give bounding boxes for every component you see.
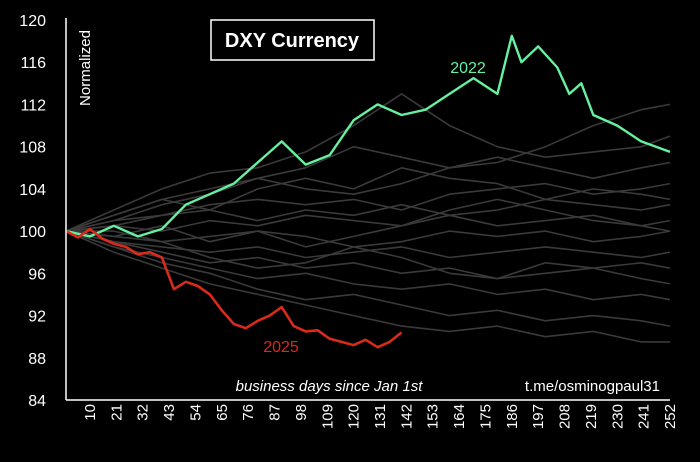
y-tick-label: 104 <box>19 182 46 199</box>
x-tick-label: 10 <box>82 404 99 421</box>
history-line <box>65 214 671 232</box>
x-tick-label: 197 <box>530 404 547 429</box>
history-line <box>65 93 671 232</box>
x-tick-label: 252 <box>662 404 679 429</box>
y-tick-label: 88 <box>28 351 46 368</box>
x-tick-label: 230 <box>609 404 626 429</box>
series-line-2025 <box>65 227 403 349</box>
x-axis-label: business days since Jan 1st <box>236 378 424 395</box>
title-box <box>210 19 375 61</box>
watermark: t.me/osminogpaul31 <box>525 378 660 395</box>
x-tick-label: 54 <box>187 404 204 421</box>
y-tick-label: 96 <box>28 266 46 283</box>
x-tick-label: 87 <box>267 404 284 421</box>
history-line <box>65 230 671 301</box>
y-tick-label: 116 <box>20 55 46 72</box>
x-tick-label: 175 <box>477 404 494 429</box>
history-line <box>65 230 671 248</box>
x-tick-label: 21 <box>108 404 125 421</box>
history-line <box>65 198 671 248</box>
series-label-2022: 2022 <box>450 60 486 77</box>
x-tick-label: 131 <box>372 404 389 429</box>
history-line <box>65 198 671 232</box>
history-line <box>65 230 670 343</box>
x-tick-label: 186 <box>504 404 521 429</box>
y-tick-label: 100 <box>19 224 46 241</box>
series-line-2022 <box>65 34 671 238</box>
chart-title: DXY Currency <box>225 30 360 52</box>
y-tick-label: 120 <box>19 13 46 30</box>
y-tick-label: 108 <box>19 140 46 157</box>
y-tick-label: 112 <box>20 97 46 114</box>
history-line <box>65 230 671 327</box>
y-tick-label: 84 <box>28 393 46 410</box>
history-line <box>65 230 671 280</box>
x-tick-label: 142 <box>398 404 415 429</box>
x-tick-label: 109 <box>319 404 336 429</box>
x-tick-label: 120 <box>346 404 363 429</box>
highlight-lines <box>65 34 671 349</box>
history-line <box>65 167 671 232</box>
history-line <box>65 156 671 232</box>
x-tick-label: 98 <box>293 404 310 421</box>
y-tick-labels: 84 88 92 96 100 104 108 112 116 120 <box>19 13 46 410</box>
history-line <box>65 230 671 259</box>
x-tick-label: 164 <box>451 404 468 429</box>
series-label-2025: 2025 <box>263 339 299 356</box>
x-tick-label: 153 <box>425 404 442 429</box>
x-tick-label: 76 <box>240 404 257 421</box>
x-tick-label: 65 <box>214 404 231 421</box>
history-line <box>65 103 671 232</box>
x-tick-label: 208 <box>557 404 574 429</box>
x-tick-label: 43 <box>161 404 178 421</box>
x-tick-label: 241 <box>636 404 653 429</box>
history-line <box>66 230 671 285</box>
y-tick-label: 92 <box>28 309 46 326</box>
x-tick-label: 32 <box>135 404 152 421</box>
history-line <box>65 182 671 232</box>
x-tick-label: 219 <box>583 404 600 429</box>
history-lines <box>65 93 671 343</box>
x-tick-labels: 10 21 32 43 54 65 76 87 98 109 120 131 142 153 164 175 1… <box>82 404 679 429</box>
y-axis-label: Normalized <box>77 30 94 106</box>
